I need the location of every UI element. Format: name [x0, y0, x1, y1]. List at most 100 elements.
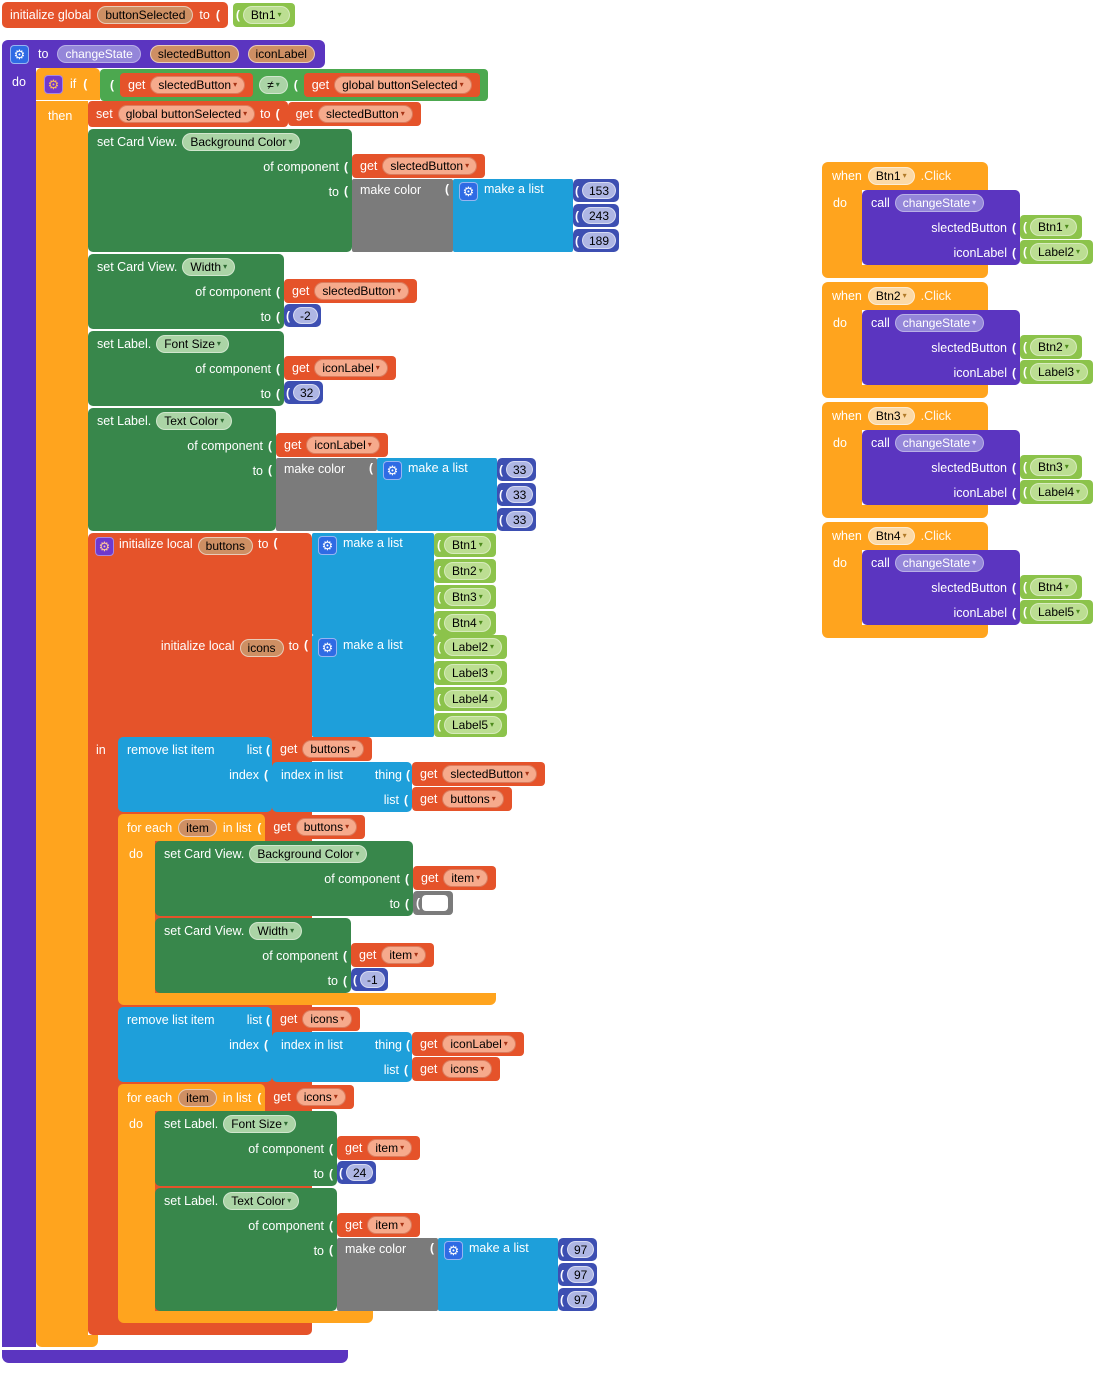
number-field[interactable]: 33: [506, 486, 534, 503]
make-color-block[interactable]: make color: [352, 179, 453, 252]
number-field[interactable]: 189: [582, 232, 617, 249]
variable-dropdown[interactable]: global buttonSelected ▾: [334, 76, 472, 94]
call-changestate-block[interactable]: call changeState▾ slectedButton Btn1▾ ic…: [862, 190, 1094, 265]
component-dropdown[interactable]: Btn4 ▾: [1030, 578, 1077, 596]
property-dropdown[interactable]: Width ▾: [182, 257, 236, 276]
number-field[interactable]: 24: [346, 1164, 374, 1181]
variable-dropdown[interactable]: slectedButton ▾: [314, 282, 410, 300]
when-do-spine[interactable]: do: [822, 310, 862, 385]
component-block[interactable]: Label4▾: [1020, 480, 1094, 504]
number-block[interactable]: 243: [573, 204, 620, 227]
number-field[interactable]: -2: [293, 307, 318, 324]
procedure-dropdown[interactable]: changeState ▾: [894, 313, 985, 332]
set-cardview-backgroundcolor-block[interactable]: set Card View. Background Color ▾ of comp…: [155, 841, 497, 916]
initialize-local-buttons-row[interactable]: ⚙ initialize local buttons to: [88, 533, 312, 560]
component-dropdown[interactable]: Btn4 ▾: [444, 614, 491, 632]
component-dropdown[interactable]: Btn2 ▾: [1030, 338, 1077, 356]
component-block[interactable]: Btn1▾: [1020, 215, 1082, 239]
set-cardview-width-block[interactable]: set Card View. Width ▾ of component: [155, 918, 435, 993]
when-header[interactable]: when Btn3 ▾ .Click: [822, 402, 988, 430]
loop-variable-field[interactable]: item: [178, 1088, 217, 1107]
component-block-btn1[interactable]: Btn1▾: [232, 3, 295, 27]
component-dropdown[interactable]: Label4 ▾: [1030, 483, 1089, 501]
component-dropdown[interactable]: Btn4 ▾: [867, 527, 915, 545]
when-do-spine[interactable]: do: [822, 430, 862, 505]
get-buttons-block[interactable]: get buttons ▾: [265, 815, 366, 839]
when-header[interactable]: when Btn2 ▾ .Click: [822, 282, 988, 310]
get-icons-block[interactable]: get icons ▾: [265, 1085, 354, 1109]
component-block[interactable]: Btn3▾: [434, 585, 496, 609]
variable-dropdown[interactable]: item ▾: [367, 1139, 413, 1157]
mutator-gear-icon[interactable]: ⚙: [383, 461, 402, 480]
procedure-do-spine[interactable]: do: [2, 68, 36, 1347]
foreach-header[interactable]: for each item in list: [118, 814, 266, 841]
make-color-block[interactable]: make color: [337, 1238, 438, 1311]
get-iconlabel-block[interactable]: get iconLabel ▾: [276, 433, 388, 457]
remove-list-item-icons-block[interactable]: remove list item list get icons▾: [118, 1007, 524, 1082]
component-block[interactable]: Label3▾: [1020, 360, 1094, 384]
component-block[interactable]: Btn2▾: [434, 559, 496, 583]
call-changestate-block[interactable]: call changeState▾ slectedButton Btn2▾ ic…: [862, 310, 1094, 385]
initialize-local-in-spine[interactable]: in: [88, 737, 118, 1323]
not-equal-compare-block[interactable]: get slectedButton▾ ≠▾ get global buttonS…: [100, 69, 488, 101]
mutator-gear-icon[interactable]: ⚙: [10, 44, 29, 64]
get-item-block[interactable]: get item ▾: [337, 1136, 421, 1160]
make-a-list-block[interactable]: ⚙ make a list: [377, 458, 497, 531]
component-block[interactable]: Btn1▾: [434, 533, 496, 557]
component-dropdown[interactable]: Btn1 ▾: [444, 536, 491, 554]
foreach-icons-block[interactable]: for each item in list get icons▾: [118, 1084, 598, 1323]
mutator-gear-icon[interactable]: ⚙: [459, 182, 478, 201]
component-dropdown[interactable]: Btn1 ▾: [867, 167, 915, 185]
get-global-buttonselected-block[interactable]: get global buttonSelected ▾: [303, 73, 480, 97]
number-field[interactable]: 32: [293, 384, 321, 401]
number-field[interactable]: 153: [582, 182, 617, 199]
when-btn2-click-block[interactable]: when Btn2 ▾ .Click do call changeState ▾ s…: [822, 282, 1094, 398]
component-block[interactable]: Btn2▾: [1020, 335, 1082, 359]
initialize-global-body[interactable]: initialize global buttonSelected to: [2, 2, 228, 28]
index-in-list-block[interactable]: index in list thing get slectedButton▾: [272, 762, 546, 812]
number-field[interactable]: 97: [567, 1241, 595, 1258]
number-block[interactable]: -1: [351, 968, 388, 991]
get-item-block[interactable]: get item ▾: [337, 1213, 421, 1237]
local-variable-name-field[interactable]: buttons: [197, 537, 254, 555]
get-slectedbutton-block[interactable]: get slectedButton ▾: [287, 102, 421, 126]
get-icons-block[interactable]: get icons ▾: [272, 1007, 361, 1031]
foreach-header[interactable]: for each item in list: [118, 1084, 266, 1111]
procedure-dropdown[interactable]: changeState ▾: [894, 433, 985, 452]
component-block[interactable]: Btn4▾: [434, 611, 496, 635]
number-field[interactable]: 97: [567, 1291, 595, 1308]
component-dropdown[interactable]: Label5 ▾: [1030, 603, 1089, 621]
property-dropdown[interactable]: Width ▾: [249, 921, 303, 940]
component-block[interactable]: Label3▾: [434, 661, 508, 685]
component-block[interactable]: Label2▾: [1020, 240, 1094, 264]
number-field[interactable]: 243: [582, 207, 617, 224]
set-variable-body[interactable]: set global buttonSelected ▾ to: [88, 101, 288, 127]
when-btn4-click-block[interactable]: when Btn4 ▾ .Click do call changeState ▾ s…: [822, 522, 1094, 638]
variable-dropdown[interactable]: iconLabel ▾: [306, 436, 380, 454]
set-label-textcolor-block[interactable]: set Label. Text Color ▾ of component: [155, 1188, 598, 1311]
property-dropdown[interactable]: Font Size ▾: [156, 334, 229, 353]
number-field[interactable]: 33: [506, 511, 534, 528]
component-dropdown[interactable]: Label3 ▾: [1030, 363, 1089, 381]
number-block[interactable]: 97: [558, 1263, 598, 1286]
get-slectedbutton-block[interactable]: get slectedButton ▾: [412, 762, 546, 786]
get-slectedbutton-block[interactable]: get slectedButton ▾: [120, 73, 254, 97]
component-block[interactable]: Label5▾: [1020, 600, 1094, 624]
get-item-block[interactable]: get item ▾: [413, 866, 497, 890]
foreach-buttons-block[interactable]: for each item in list get buttons: [118, 814, 497, 1005]
procedure-header[interactable]: ⚙ to changeState slectedButton iconLabel: [2, 40, 325, 68]
get-icons-block[interactable]: get icons ▾: [412, 1057, 501, 1081]
make-color-block[interactable]: make color: [276, 458, 377, 531]
variable-dropdown[interactable]: slectedButton ▾: [442, 765, 538, 783]
get-slectedbutton-block[interactable]: get slectedButton ▾: [352, 154, 486, 178]
procedure-dropdown[interactable]: changeState ▾: [894, 553, 985, 572]
component-dropdown[interactable]: Label2 ▾: [1030, 243, 1089, 261]
when-do-spine[interactable]: do: [822, 190, 862, 265]
mutator-gear-icon[interactable]: ⚙: [318, 536, 337, 555]
number-field[interactable]: 97: [567, 1266, 595, 1283]
component-dropdown[interactable]: Label5 ▾: [444, 716, 503, 734]
component-dropdown[interactable]: Btn3 ▾: [444, 588, 491, 606]
variable-dropdown[interactable]: item ▾: [443, 869, 489, 887]
set-global-buttonselected-block[interactable]: set global buttonSelected▾ to get slecte…: [88, 101, 421, 127]
get-iconlabel-block[interactable]: get iconLabel ▾: [412, 1032, 524, 1056]
